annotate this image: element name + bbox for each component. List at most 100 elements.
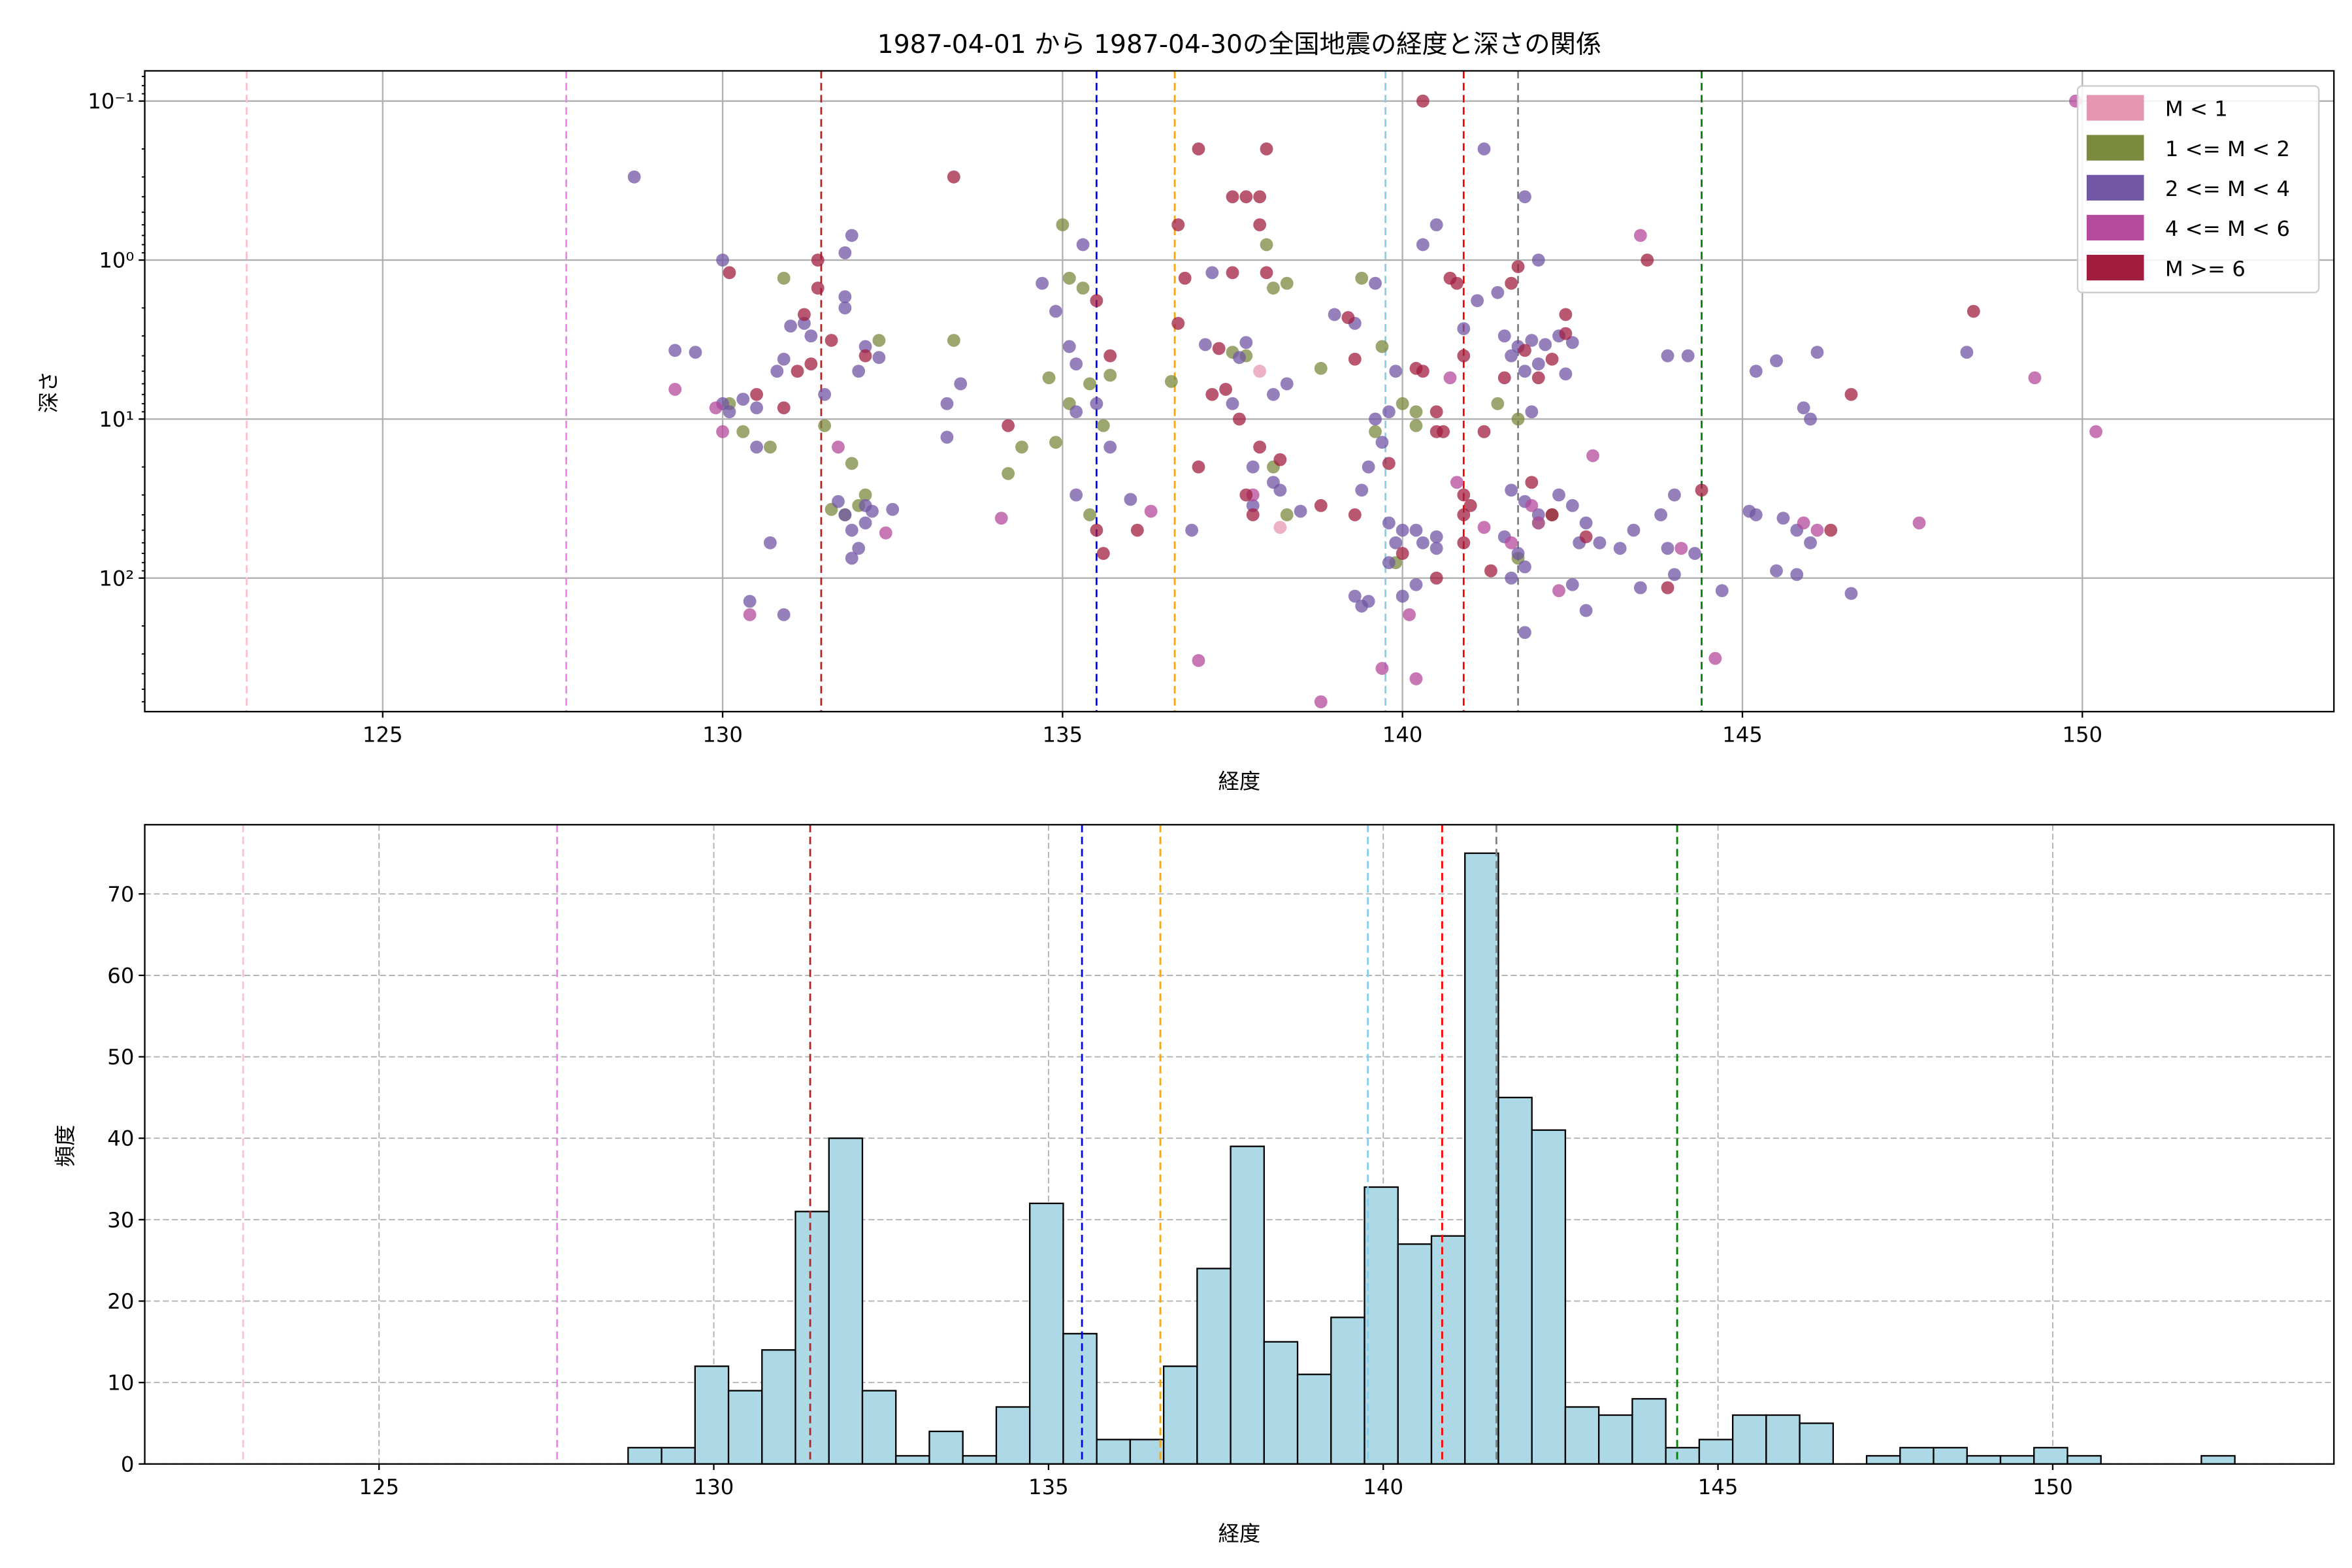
data-point <box>1246 498 1260 512</box>
plot-frame <box>144 70 2335 713</box>
data-point <box>1525 498 1539 512</box>
data-point <box>1314 695 1328 709</box>
data-point <box>2089 425 2103 438</box>
histogram-bar <box>2033 1446 2068 1465</box>
data-point <box>1844 587 1858 600</box>
data-point <box>1362 460 1375 474</box>
data-point <box>845 523 858 537</box>
data-point <box>838 290 852 304</box>
histogram-bar <box>828 1137 864 1465</box>
data-point <box>1130 523 1144 537</box>
x-tick-label: 125 <box>359 1475 399 1499</box>
data-point <box>1382 516 1396 530</box>
data-point <box>879 526 892 540</box>
data-point <box>852 365 866 378</box>
data-point <box>1804 412 1817 426</box>
data-point <box>1409 523 1423 537</box>
data-point <box>1253 218 1267 232</box>
data-point <box>1491 397 1505 410</box>
data-point <box>1171 218 1185 232</box>
data-point <box>811 253 825 267</box>
data-point <box>743 595 757 608</box>
data-point <box>1192 654 1205 667</box>
data-point <box>1457 322 1471 335</box>
data-point <box>1348 589 1362 603</box>
data-point <box>1429 530 1443 544</box>
data-point <box>1810 523 1824 537</box>
data-point <box>1049 304 1062 318</box>
data-point <box>1267 387 1280 401</box>
data-point <box>1403 608 1416 621</box>
y-tick-label: 10² <box>99 566 134 591</box>
histogram-bar <box>1464 852 1499 1465</box>
data-point <box>1375 340 1389 353</box>
data-point <box>940 397 954 410</box>
data-point <box>1171 316 1185 330</box>
scatter-axes: 125 130 135 140 145 150 10⁻¹ 10⁰ 10¹ 10² <box>88 70 2335 747</box>
legend-swatch <box>2086 135 2144 161</box>
data-point <box>1314 498 1328 512</box>
data-point <box>777 352 791 366</box>
data-point <box>1559 367 1573 381</box>
data-point <box>1226 266 1239 280</box>
data-point <box>763 536 777 549</box>
y-tick-label: 10⁻¹ <box>88 89 134 114</box>
data-point <box>1382 457 1396 470</box>
histogram-bar <box>1263 1341 1299 1465</box>
data-point <box>852 542 866 555</box>
histogram-bar <box>694 1365 730 1465</box>
histogram-bar <box>2200 1455 2236 1465</box>
data-point <box>1579 530 1593 544</box>
histogram-bar <box>1531 1129 1567 1465</box>
data-point <box>1002 466 1015 480</box>
data-point <box>1824 523 1838 537</box>
data-point <box>994 512 1008 525</box>
y-tick-label: 10⁰ <box>99 248 134 273</box>
data-point <box>2028 371 2042 385</box>
data-point <box>716 425 729 438</box>
data-point <box>1062 271 1076 285</box>
data-point <box>1369 412 1382 426</box>
x-tick-label: 130 <box>694 1475 734 1499</box>
y-tick-label: 10¹ <box>99 407 134 432</box>
data-point <box>1545 508 1559 521</box>
plot-frame <box>144 824 2335 1465</box>
legend-label: M < 1 <box>2165 97 2228 122</box>
data-point <box>1253 365 1267 378</box>
data-point <box>1749 508 1763 521</box>
y-tick-label: 50 <box>107 1045 134 1070</box>
legend-swatch <box>2086 174 2144 201</box>
data-point <box>845 457 858 470</box>
data-point <box>818 419 832 433</box>
data-point <box>1144 504 1158 518</box>
histogram-bar <box>661 1446 696 1465</box>
data-point <box>1192 460 1205 474</box>
histogram-bar <box>1966 1455 2002 1465</box>
histogram-x-label: 経度 <box>1218 1521 1261 1546</box>
data-point <box>1565 578 1579 591</box>
data-point <box>1239 336 1253 350</box>
data-point <box>1450 476 1463 489</box>
data-point <box>1382 556 1396 570</box>
x-tick-label: 130 <box>702 722 743 747</box>
y-tick-label: 70 <box>107 882 134 907</box>
data-point <box>1505 483 1518 497</box>
histogram-bar <box>1765 1414 1801 1465</box>
histogram-bar <box>1296 1373 1332 1465</box>
data-point <box>1457 536 1471 549</box>
data-point <box>1280 276 1294 290</box>
histogram-bar <box>2066 1455 2102 1465</box>
data-point <box>1226 397 1239 410</box>
data-point <box>866 504 879 518</box>
legend-swatch <box>2086 255 2144 281</box>
data-point <box>1518 344 1531 357</box>
data-point <box>1375 436 1389 449</box>
data-point <box>1539 338 1552 351</box>
data-point <box>838 301 852 315</box>
data-point <box>1552 584 1565 597</box>
data-point <box>1260 266 1273 280</box>
data-point <box>1641 253 1654 267</box>
data-point <box>1484 564 1497 578</box>
data-point <box>1389 365 1403 378</box>
